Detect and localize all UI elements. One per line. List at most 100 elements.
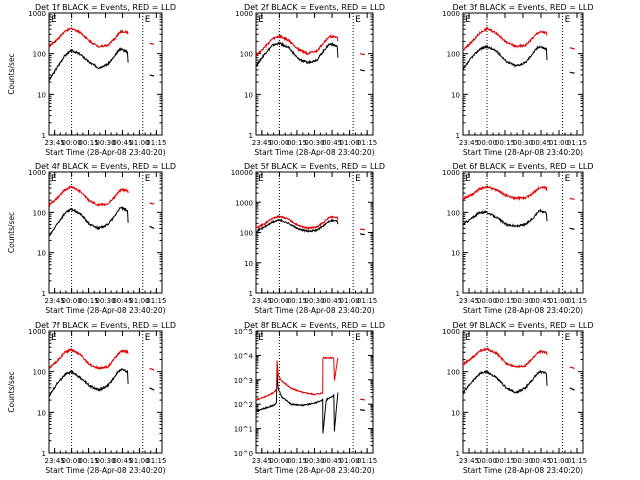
panel-det-7: Det 7f BLACK = Events, RED = LLD 1 10 100 10…	[7, 321, 176, 475]
panel-title: Det 7f BLACK = Events, RED = LLD	[35, 321, 176, 330]
y-axis-label: Counts/sec	[7, 53, 16, 94]
x-tick-label: 01:15	[567, 139, 587, 147]
x-tick-label: 01:00	[549, 139, 569, 147]
x-tick-label: 00:45	[322, 139, 342, 147]
x-tick-label: 00:00	[477, 297, 497, 305]
y-tick-label: 100	[447, 369, 460, 377]
events-series-line	[48, 46, 129, 82]
lld-series-tail	[149, 202, 155, 205]
x-tick-label: 00:00	[62, 457, 82, 465]
lld-series-line	[462, 26, 548, 51]
x-tick-label: 01:00	[129, 139, 149, 147]
x-tick-label: 01:00	[129, 457, 149, 465]
y-tick-label: 10	[37, 409, 46, 417]
lld-series-line	[48, 185, 129, 208]
event-marker-label: E	[258, 333, 264, 343]
y-tick-label: 1000	[235, 10, 253, 18]
x-tick-label: 00:15	[78, 457, 98, 465]
x-axis-label: Start Time (28-Apr-08 23:40:20)	[463, 148, 583, 157]
events-series-line	[255, 368, 339, 434]
panel-title: Det 6f BLACK = Events, RED = LLD	[452, 162, 593, 171]
x-tick-label: 23:45	[252, 139, 272, 147]
y-tick-label: 1000	[442, 10, 460, 18]
panel-det-1: Det 1f BLACK = Events, RED = LLD 1 10 100 10…	[7, 3, 176, 157]
panel-det-2: Det 2f BLACK = Events, RED = LLD 1 10 100 10…	[235, 3, 385, 157]
x-tick-label: 00:15	[287, 457, 307, 465]
events-series-line	[462, 208, 548, 228]
x-tick-label: 00:00	[269, 297, 289, 305]
y-tick-label: 10^0	[234, 450, 253, 458]
y-tick-label: 1	[456, 450, 460, 458]
x-tick-label: 00:45	[112, 457, 132, 465]
events-series-line	[462, 44, 548, 70]
x-tick-label: 23:45	[252, 457, 272, 465]
y-tick-label: 100	[33, 209, 46, 217]
y-tick-label: 10^3	[234, 377, 253, 385]
x-tick-label: 00:15	[495, 457, 515, 465]
x-tick-label: 00:00	[62, 297, 82, 305]
events-series-tail	[149, 225, 155, 229]
y-tick-label: 100	[240, 51, 253, 59]
lld-series-line	[462, 346, 548, 369]
x-tick-label: 23:45	[45, 297, 65, 305]
x-tick-label: 00:15	[495, 139, 515, 147]
y-tick-label: 1	[42, 132, 46, 140]
event-marker-label: E	[565, 174, 571, 184]
x-tick-label: 00:45	[531, 297, 551, 305]
x-tick-label: 01:15	[357, 297, 377, 305]
events-series-tail	[569, 227, 575, 230]
event-marker-label: E	[465, 333, 471, 343]
lld-series-line	[48, 26, 129, 49]
y-tick-label: 10	[451, 409, 460, 417]
x-tick-label: 01:00	[340, 139, 360, 147]
x-axis-label: Start Time (28-Apr-08 23:40:20)	[45, 306, 165, 315]
x-tick-label: 01:15	[567, 297, 587, 305]
x-tick-label: 01:00	[549, 457, 569, 465]
y-tick-label: 10^1	[234, 426, 253, 434]
lld-series-line	[255, 356, 339, 401]
x-tick-label: 00:45	[531, 457, 551, 465]
event-marker-label: E	[565, 15, 571, 25]
y-tick-label: 1000	[235, 199, 253, 207]
panel-det-6: Det 6f BLACK = Events, RED = LLD 1 10 100 10…	[442, 162, 593, 315]
x-tick-label: 00:30	[304, 139, 324, 147]
y-tick-label: 100	[33, 51, 46, 59]
event-marker-label: E	[355, 174, 361, 184]
y-tick-label: 10	[244, 91, 253, 99]
event-marker-label: E	[51, 174, 57, 184]
y-tick-label: 10^2	[234, 401, 253, 409]
x-tick-label: 01:15	[146, 297, 166, 305]
x-axis-label: Start Time (28-Apr-08 23:40:20)	[463, 466, 583, 475]
events-series-tail	[149, 387, 155, 391]
x-axis-label: Start Time (28-Apr-08 23:40:20)	[45, 148, 165, 157]
x-tick-label: 00:30	[513, 297, 533, 305]
x-tick-label: 00:15	[78, 297, 98, 305]
y-tick-label: 1000	[28, 328, 46, 336]
x-tick-label: 01:15	[146, 139, 166, 147]
x-tick-label: 00:00	[269, 139, 289, 147]
event-marker-label: E	[355, 333, 361, 343]
y-tick-label: 1	[249, 290, 253, 298]
y-tick-label: 10000	[231, 169, 253, 177]
y-tick-label: 100	[33, 369, 46, 377]
y-tick-label: 10	[37, 91, 46, 99]
x-axis-label: Start Time (28-Apr-08 23:40:20)	[254, 306, 374, 315]
x-tick-label: 01:00	[129, 297, 149, 305]
x-tick-label: 00:45	[112, 139, 132, 147]
panel-det-9: Det 9f BLACK = Events, RED = LLD 1 10 100 10…	[442, 321, 593, 475]
lld-series-line	[255, 34, 339, 57]
events-series-tail	[360, 233, 365, 236]
x-tick-label: 01:15	[357, 457, 377, 465]
panel-title: Det 9f BLACK = Events, RED = LLD	[452, 321, 593, 330]
event-marker-label: E	[465, 15, 471, 25]
x-axis-label: Start Time (28-Apr-08 23:40:20)	[254, 466, 374, 475]
x-tick-label: 00:00	[477, 457, 497, 465]
x-tick-label: 00:30	[95, 297, 115, 305]
y-tick-label: 10^4	[234, 352, 254, 360]
lld-series-tail	[569, 197, 575, 200]
x-tick-label: 23:45	[459, 297, 479, 305]
x-tick-label: 23:45	[459, 139, 479, 147]
events-series-line	[255, 41, 339, 68]
